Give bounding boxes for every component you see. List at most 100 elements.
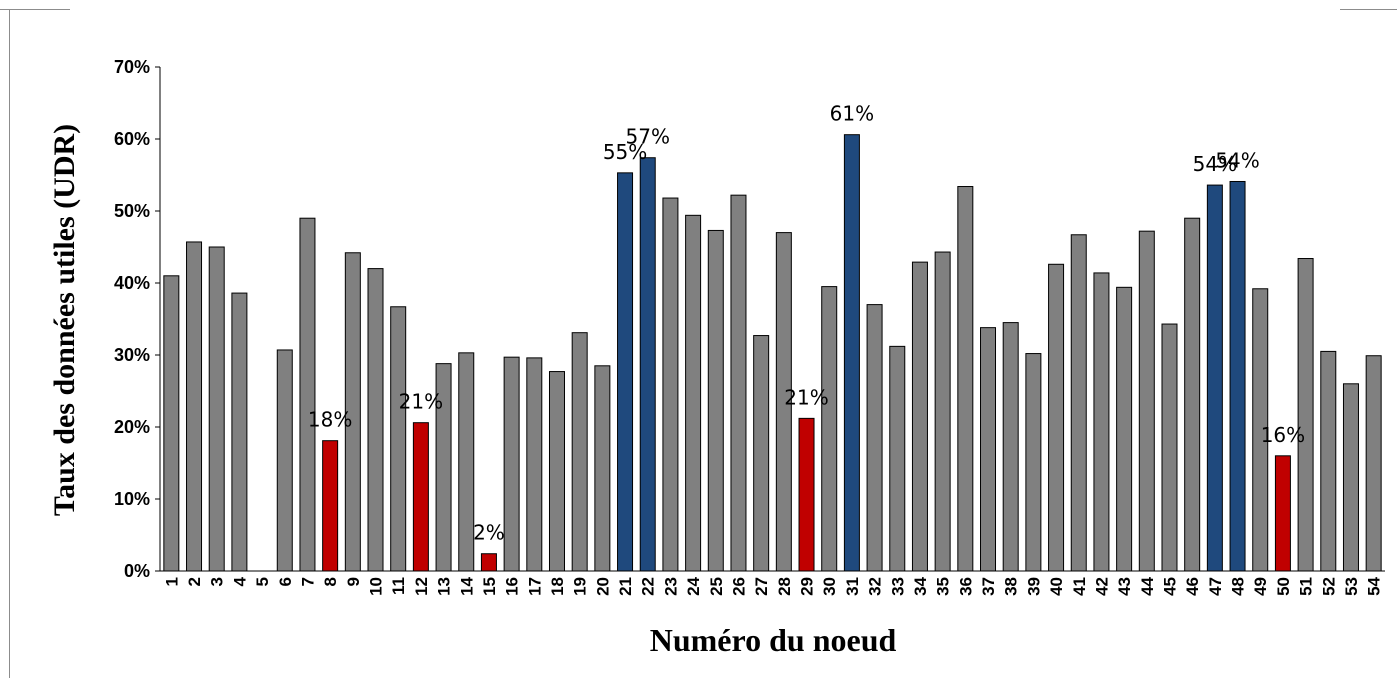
data-label-50: 16% bbox=[1261, 423, 1305, 447]
x-tick-label: 21 bbox=[616, 577, 635, 596]
bar-51 bbox=[1297, 258, 1314, 572]
y-axis: 0% 10% 20% 30% 40% 50% 60% 70% bbox=[114, 57, 161, 581]
x-tick-label: 22 bbox=[639, 577, 658, 596]
x-tick-label: 13 bbox=[435, 577, 454, 596]
data-label-48: 54% bbox=[1215, 148, 1259, 172]
x-tick-label: 5 bbox=[253, 577, 272, 586]
x-tick-label: 33 bbox=[888, 577, 907, 596]
bar-29 bbox=[798, 417, 815, 572]
x-tick-label: 10 bbox=[367, 577, 386, 596]
x-tick-label: 24 bbox=[684, 576, 703, 595]
bar-23 bbox=[662, 197, 679, 572]
x-axis-title: Numéro du noeud bbox=[650, 622, 897, 658]
x-tick-label: 2 bbox=[185, 577, 204, 586]
x-tick-label: 6 bbox=[276, 577, 295, 586]
data-labels: 18% 21% 2% 55%57% 21% 61% 54%54% 16% bbox=[308, 102, 1305, 545]
data-label-29: 21% bbox=[784, 385, 828, 409]
x-tick-label: 48 bbox=[1229, 577, 1248, 596]
x-tick-label: 12 bbox=[412, 577, 431, 596]
bar-39 bbox=[1025, 353, 1042, 572]
bar-52 bbox=[1320, 350, 1337, 572]
y-tick-label: 0% bbox=[124, 561, 150, 581]
x-tick-label: 44 bbox=[1138, 576, 1157, 595]
x-tick-label: 17 bbox=[525, 577, 544, 596]
x-tick-label: 38 bbox=[1002, 577, 1021, 596]
bar-20 bbox=[594, 365, 611, 572]
bar-48 bbox=[1229, 180, 1246, 572]
y-tick-label: 40% bbox=[114, 273, 150, 293]
x-tick-label: 34 bbox=[911, 576, 930, 595]
bar-1 bbox=[163, 275, 180, 572]
x-tick-label: 23 bbox=[661, 577, 680, 596]
bar-41 bbox=[1070, 234, 1087, 572]
y-axis-title: Taux des données utiles (UDR) bbox=[48, 124, 81, 516]
bar-4 bbox=[231, 292, 248, 572]
bar-6 bbox=[276, 349, 293, 572]
frame-top-left-rule bbox=[0, 9, 70, 10]
y-tick-label: 60% bbox=[114, 129, 150, 149]
bar-17 bbox=[526, 357, 543, 572]
data-label-31: 61% bbox=[830, 102, 874, 126]
bar-45 bbox=[1161, 323, 1178, 572]
bar-53 bbox=[1342, 383, 1359, 572]
x-axis: 1 2 3 4 5 6 7 8 9 10 11 12 13 14 15 16 17 18 19 20 21 22 23 24 2… bbox=[160, 570, 1385, 596]
y-tick-label: 50% bbox=[114, 201, 150, 221]
x-tick-label: 8 bbox=[321, 577, 340, 586]
bar-21 bbox=[617, 172, 634, 572]
x-tick-label: 53 bbox=[1342, 577, 1361, 596]
bar-27 bbox=[753, 335, 770, 572]
bar-8 bbox=[322, 440, 339, 572]
x-tick-label: 51 bbox=[1297, 577, 1316, 596]
x-tick-label: 15 bbox=[480, 577, 499, 596]
bar-38 bbox=[1002, 322, 1019, 572]
bar-31 bbox=[843, 134, 860, 572]
bar-26 bbox=[730, 194, 747, 572]
bar-46 bbox=[1184, 217, 1201, 572]
bar-36 bbox=[957, 186, 974, 572]
x-tick-label: 16 bbox=[503, 577, 522, 596]
bar-3 bbox=[208, 246, 225, 572]
x-tick-label: 35 bbox=[934, 577, 953, 596]
frame-left-rule bbox=[9, 9, 10, 678]
x-tick-label: 42 bbox=[1092, 577, 1111, 596]
x-tick-label: 47 bbox=[1206, 577, 1225, 596]
bar-12 bbox=[412, 422, 429, 572]
x-tick-label: 43 bbox=[1115, 577, 1134, 596]
x-tick-label: 39 bbox=[1024, 577, 1043, 596]
bar-47 bbox=[1206, 184, 1223, 572]
x-tick-label: 49 bbox=[1251, 577, 1270, 596]
x-tick-label: 14 bbox=[457, 576, 476, 595]
x-tick-label: 1 bbox=[162, 577, 181, 586]
x-tick-label: 30 bbox=[820, 577, 839, 596]
data-label-22: 57% bbox=[626, 125, 670, 149]
x-tick-label: 7 bbox=[298, 577, 317, 586]
bar-50 bbox=[1274, 455, 1291, 572]
x-tick-label: 29 bbox=[798, 577, 817, 596]
bar-22 bbox=[639, 157, 656, 572]
bar-33 bbox=[889, 345, 906, 572]
y-tick-label: 20% bbox=[114, 417, 150, 437]
x-tick-label: 3 bbox=[208, 577, 227, 586]
x-tick-label: 28 bbox=[775, 577, 794, 596]
bar-44 bbox=[1138, 230, 1155, 572]
bars bbox=[163, 134, 1382, 572]
bar-14 bbox=[458, 352, 475, 572]
bar-54 bbox=[1365, 355, 1382, 572]
x-tick-label: 32 bbox=[866, 577, 885, 596]
bar-10 bbox=[367, 268, 384, 572]
x-tick-label: 46 bbox=[1183, 577, 1202, 596]
y-tick-label: 70% bbox=[114, 57, 150, 77]
x-tick-label: 36 bbox=[956, 577, 975, 596]
data-label-15: 2% bbox=[473, 521, 505, 545]
y-tick-label: 30% bbox=[114, 345, 150, 365]
bar-11 bbox=[390, 306, 407, 572]
bar-42 bbox=[1093, 272, 1110, 572]
x-tick-label: 45 bbox=[1160, 577, 1179, 596]
y-tick-label: 10% bbox=[114, 489, 150, 509]
x-tick-label: 20 bbox=[593, 577, 612, 596]
x-tick-label: 40 bbox=[1047, 577, 1066, 596]
x-tick-label: 25 bbox=[707, 577, 726, 596]
x-tick-label: 18 bbox=[548, 577, 567, 596]
x-tick-label: 52 bbox=[1319, 577, 1338, 596]
